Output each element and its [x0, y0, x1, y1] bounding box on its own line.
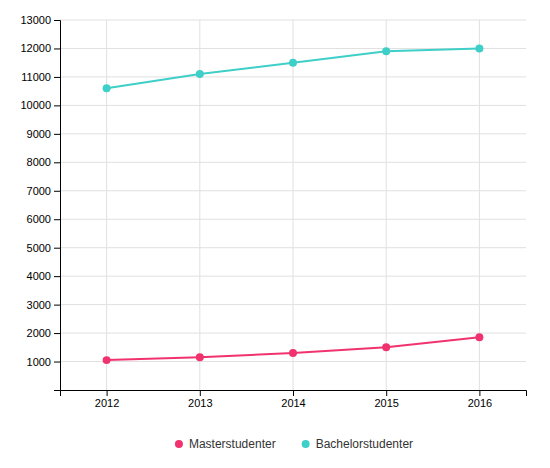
tick-label: 2000 [27, 327, 51, 339]
legend-marker [302, 440, 310, 448]
tick: 2014 [281, 390, 305, 409]
point [289, 59, 297, 67]
tick-mark [54, 362, 60, 363]
tick-mark [54, 248, 60, 249]
tick: 9000 [27, 128, 60, 140]
tick-mark [54, 48, 60, 49]
legend-label: Masterstudenter [189, 437, 276, 451]
tick-label: 5000 [27, 242, 51, 254]
tick: 2012 [95, 390, 119, 409]
legend-label: Bachelorstudenter [316, 437, 413, 451]
grid-line [293, 20, 294, 390]
tick: 8000 [27, 156, 60, 168]
tick-mark [54, 333, 60, 334]
tick: 13000 [20, 14, 60, 26]
tick: 10000 [20, 99, 60, 111]
axis-line [61, 391, 527, 397]
legend-item: Masterstudenter [175, 437, 276, 451]
tick: 7000 [27, 185, 60, 197]
tick-label: 2014 [281, 397, 305, 409]
point [475, 44, 483, 52]
tick: 2000 [27, 327, 60, 339]
legend-marker [175, 440, 183, 448]
tick-mark [54, 20, 60, 21]
axis-line [54, 21, 61, 391]
legend: Masterstudenter Bachelorstudenter [175, 437, 413, 451]
tick-label: 2013 [188, 397, 212, 409]
point [103, 84, 111, 92]
series [103, 44, 484, 92]
line [107, 48, 480, 88]
tick-label: 2012 [95, 397, 119, 409]
point [475, 333, 483, 341]
tick-label: 2016 [468, 397, 492, 409]
tick-mark [54, 77, 60, 78]
grid-line [386, 20, 387, 390]
series [103, 333, 484, 364]
tick-label: 7000 [27, 185, 51, 197]
tick: 11000 [21, 71, 60, 83]
tick-mark [386, 390, 387, 396]
line [107, 337, 480, 360]
point [196, 353, 204, 361]
tick: 12000 [20, 42, 60, 54]
x-axis: 2012 2013 2014 2015 2016 [61, 390, 527, 409]
tick-mark [54, 191, 60, 192]
tick-label: 8000 [27, 156, 51, 168]
tick-label: 1000 [27, 356, 51, 368]
tick-mark [107, 390, 108, 396]
tick: 2015 [374, 390, 398, 409]
point [382, 343, 390, 351]
tick-label: 4000 [27, 270, 51, 282]
tick-label: 9000 [27, 128, 51, 140]
tick-mark [54, 219, 60, 220]
tick-label: 12000 [20, 42, 51, 54]
tick: 4000 [27, 270, 60, 282]
tick-label: 11000 [21, 71, 51, 83]
point [103, 356, 111, 364]
tick-label: 13000 [20, 14, 51, 26]
tick-mark [54, 134, 60, 135]
legend-item: Bachelorstudenter [302, 437, 413, 451]
tick-mark [293, 390, 294, 396]
point [382, 47, 390, 55]
tick-mark [54, 162, 60, 163]
marks [103, 44, 484, 364]
tick-label: 3000 [27, 299, 51, 311]
tick-label: 2015 [374, 397, 398, 409]
tick: 2013 [188, 390, 212, 409]
tick-mark [479, 390, 480, 396]
tick: 5000 [27, 242, 60, 254]
tick-label: 10000 [20, 99, 51, 111]
tick-mark [54, 105, 60, 106]
y-axis: 1000 2000 3000 4000 5000 6000 7000 8000 9000 1000… [20, 14, 60, 390]
x-grid [107, 20, 480, 390]
grid-line [106, 20, 107, 390]
tick-mark [54, 305, 60, 306]
point [196, 70, 204, 78]
point [289, 349, 297, 357]
chart: 2012 2013 2014 2015 2016 1000 2000 3000 4000 5000… [0, 0, 550, 468]
tick-label: 6000 [27, 213, 51, 225]
tick: 3000 [27, 299, 60, 311]
plot: 2012 2013 2014 2015 2016 1000 2000 3000 4000 5000… [20, 14, 526, 409]
tick-mark [200, 390, 201, 396]
tick: 6000 [27, 213, 60, 225]
tick: 1000 [27, 356, 60, 368]
tick: 2016 [468, 390, 492, 409]
tick-mark [54, 276, 60, 277]
